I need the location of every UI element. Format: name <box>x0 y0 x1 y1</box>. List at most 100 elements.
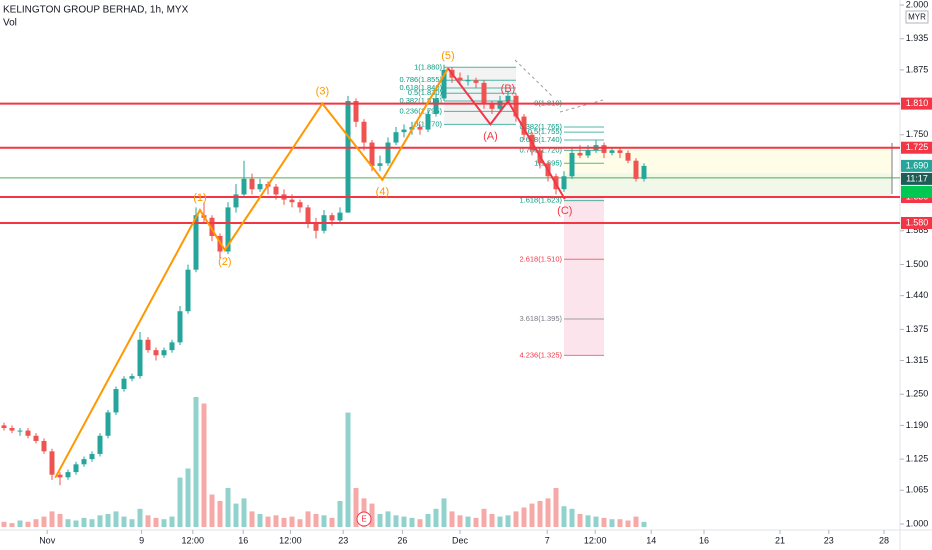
volume-bar <box>353 488 359 527</box>
volume-bar <box>177 477 183 527</box>
volume-bar <box>473 517 479 527</box>
candle-body <box>65 472 71 478</box>
level-tag <box>901 216 932 229</box>
x-tick-label: 7 <box>545 535 550 545</box>
fib-label: 4.236(1.325) <box>519 350 562 359</box>
candle-body <box>257 184 263 190</box>
candle-body <box>425 113 431 130</box>
volume-bar <box>409 517 415 527</box>
volume-bar <box>113 511 119 527</box>
volume-bar <box>337 501 343 527</box>
countdown-tag <box>901 172 932 185</box>
y-tick-label: 1.000 <box>906 518 929 528</box>
candle-body <box>297 202 303 208</box>
level-label: 1.810 <box>906 98 929 108</box>
y-tick-label: 1.875 <box>906 64 929 74</box>
candle-body <box>185 269 191 312</box>
x-tick-label: Nov <box>39 535 56 545</box>
volume-bar <box>193 397 199 527</box>
candle-body <box>161 350 167 356</box>
volume-bar <box>417 519 423 527</box>
event-label: E <box>361 515 366 524</box>
wave-label: (2) <box>218 256 231 268</box>
x-tick-label: 16 <box>699 535 709 545</box>
fib-label: 3.618(1.395) <box>519 314 562 323</box>
candle-body <box>633 160 639 179</box>
fib-label: 0.786(1.720) <box>519 145 562 154</box>
candle-body <box>417 126 423 130</box>
volume-bar <box>345 412 351 527</box>
candle-body <box>609 150 615 153</box>
wave-line <box>447 67 566 200</box>
volume-bar <box>433 508 439 527</box>
volume-bar <box>73 520 79 527</box>
candle-body <box>1 425 7 428</box>
y-tick-label: 1.375 <box>906 324 929 334</box>
candle-body <box>241 178 247 195</box>
candle-body <box>385 142 391 164</box>
wave-label: (3) <box>316 86 329 98</box>
candle-body <box>497 101 503 109</box>
fib-label: 0.618(1.740) <box>519 135 562 144</box>
level-tag <box>901 97 932 110</box>
volume-bar <box>49 511 55 527</box>
volume-bar <box>209 494 215 527</box>
volume-bar <box>289 516 295 527</box>
volume-bar <box>521 507 527 527</box>
volume-bar <box>265 516 271 527</box>
fib-label: 0.382(1.765) <box>519 122 562 131</box>
volume-bar <box>569 508 575 527</box>
candle-body <box>473 80 479 83</box>
candle-body <box>129 376 135 379</box>
volume-bar <box>97 515 103 527</box>
candle-body <box>585 150 591 156</box>
candle-body <box>625 152 631 161</box>
y-tick-label: 1.250 <box>906 389 929 399</box>
candle-body <box>393 132 399 143</box>
volume-bar <box>297 519 303 527</box>
candle-body <box>193 215 199 270</box>
candle-body <box>209 217 215 236</box>
volume-bar <box>329 517 335 527</box>
wave-line <box>54 67 449 479</box>
candle-body <box>337 212 343 221</box>
volume-bar <box>553 488 559 527</box>
volume-bar <box>617 519 623 527</box>
candle-body <box>617 150 623 153</box>
candle-body <box>329 215 335 221</box>
level-tag <box>901 141 932 154</box>
volume-bar <box>233 503 239 527</box>
wave-label: (B) <box>501 83 516 95</box>
volume-bar <box>129 519 135 527</box>
x-tick-label: Dec <box>452 535 469 545</box>
volume-bar <box>625 520 631 527</box>
candle-body <box>313 222 319 231</box>
volume-bar <box>633 516 639 527</box>
candle-body <box>361 121 367 143</box>
x-tick-label: 12:00 <box>182 535 205 545</box>
candle-body <box>41 440 47 452</box>
candle-body <box>289 199 295 203</box>
volume-bar <box>641 521 647 527</box>
candle-body <box>9 427 15 431</box>
volume-bar <box>497 516 503 527</box>
volume-bar <box>593 516 599 527</box>
candle-body <box>145 339 151 351</box>
volume-bar <box>1 521 7 527</box>
projection-line <box>559 99 604 113</box>
candle-body <box>105 412 111 436</box>
last-price-tag <box>901 159 932 172</box>
candle-body <box>153 350 159 356</box>
volume-bar <box>369 503 375 527</box>
level-label: 1.725 <box>906 142 929 152</box>
y-tick-label: 1.750 <box>906 129 929 139</box>
x-tick-label: 23 <box>824 535 834 545</box>
volume-bar <box>393 515 399 527</box>
volume-bar <box>17 520 23 527</box>
volume-bar <box>561 506 567 527</box>
candle-body <box>121 378 127 390</box>
wave-label: (4) <box>376 186 389 198</box>
fib-label: 0.382(1.815) <box>399 96 442 105</box>
candle-body <box>137 339 143 377</box>
event-marker <box>356 511 372 527</box>
